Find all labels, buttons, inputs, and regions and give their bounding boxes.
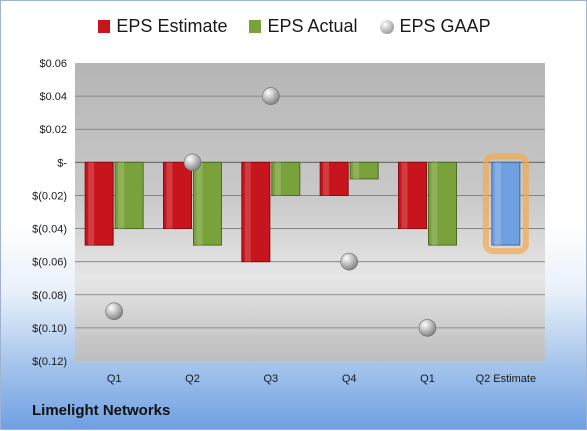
eps-actual-bar-shine: [118, 162, 125, 229]
y-tick-label: $-: [57, 157, 67, 169]
eps-actual-bar-shine: [274, 162, 281, 196]
y-tick-label: $0.02: [39, 124, 67, 136]
plot-area: [75, 63, 545, 361]
legend-item-eps-gaap: EPS GAAP: [379, 16, 491, 37]
legend-label: EPS Estimate: [116, 16, 228, 36]
eps-gaap-point: [183, 153, 202, 172]
eps-estimate-bar-shine: [88, 162, 95, 246]
x-tick-label: Q2: [185, 373, 200, 385]
eps-gaap-point: [340, 252, 358, 271]
legend-item-eps-estimate: EPS Estimate: [98, 16, 227, 37]
x-tick-label: Q2 Estimate: [476, 373, 537, 385]
legend-label: EPS Actual: [267, 16, 358, 36]
y-tick-label: $(0.02): [32, 190, 67, 202]
x-tick-label: Q3: [263, 373, 278, 385]
y-tick-label: $0.06: [39, 58, 67, 70]
q2-estimate-bar-shine: [494, 162, 501, 246]
q2-estimate-glow: [482, 153, 529, 255]
eps-estimate-bar-shine: [401, 162, 408, 229]
x-tick-label: Q1: [420, 373, 435, 385]
eps-estimate-bar-shine: [244, 162, 251, 262]
eps-gaap-point: [105, 302, 123, 321]
eps-estimate-bar-shine: [323, 162, 330, 196]
x-tick-label: Q4: [342, 373, 357, 385]
y-tick-label: $0.04: [39, 91, 67, 103]
legend-item-eps-actual: EPS Actual: [249, 16, 358, 37]
y-tick-label: $(0.12): [32, 356, 67, 368]
eps-gaap-point: [418, 319, 437, 337]
eps-gaap-point: [262, 87, 280, 105]
y-tick-label: $(0.06): [32, 257, 67, 269]
y-tick-label: $(0.04): [32, 224, 67, 236]
legend-label: EPS GAAP: [399, 16, 491, 36]
company-name: Limelight Networks: [32, 402, 171, 419]
legend: EPS Estimate EPS Actual EPS GAAP: [1, 16, 587, 37]
x-tick-label: Q1: [107, 373, 122, 385]
eps-gaap-swatch: [379, 19, 394, 34]
eps-actual-bar-shine: [431, 162, 438, 246]
eps-estimate-swatch: [98, 20, 111, 33]
eps-estimate-bar-shine: [166, 162, 173, 229]
eps-actual-bar-shine: [196, 162, 203, 246]
eps-actual-bar-shine: [353, 162, 360, 179]
eps-actual-swatch: [249, 20, 262, 33]
y-tick-label: $(0.10): [32, 323, 67, 335]
y-tick-label: $(0.08): [32, 290, 67, 302]
